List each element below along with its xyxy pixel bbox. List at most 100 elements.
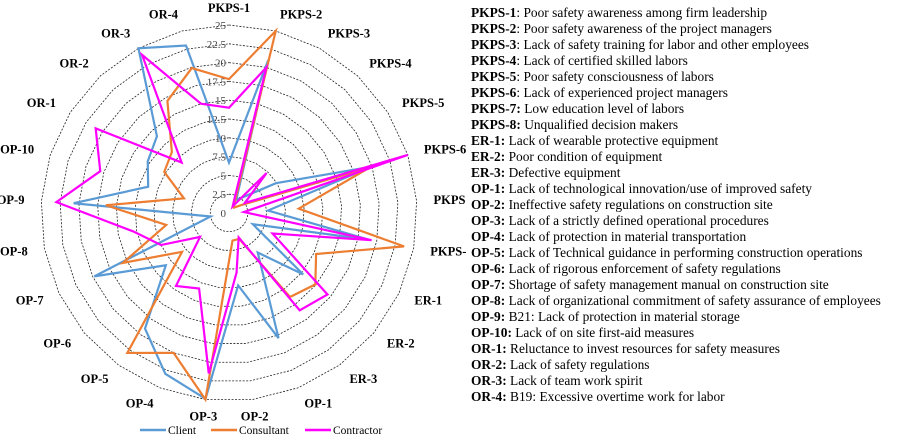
axis-label: PKPS-2 (280, 8, 322, 22)
definition-text: : Poor safety consciousness of labors (516, 68, 714, 84)
axis-label: PKPS-7 (434, 193, 470, 207)
series-client (73, 44, 373, 401)
definition-code: OP-8: (471, 292, 506, 308)
grid-ring (40, 24, 418, 400)
axis-label: ER-3 (349, 372, 377, 386)
axis-label: PKPS-3 (328, 26, 370, 40)
definition-item: PKPS-1: Poor safety awareness among firm… (466, 5, 902, 21)
grid-ring (97, 80, 361, 344)
definition-text: Lack of rigorous enforcement of safety r… (505, 260, 781, 276)
definition-item: OP-2: Ineffective safety regulations on … (466, 197, 902, 213)
definition-text: : Lack of experienced project managers (516, 84, 728, 100)
axis-label: ER-2 (387, 337, 415, 351)
definition-code: PKPS-6 (471, 84, 517, 100)
axis-label: PKPS-8 (430, 244, 470, 258)
axis-label: OP-10 (0, 143, 34, 157)
axis-label: OP-6 (43, 337, 71, 351)
tick-label: 20 (215, 58, 227, 70)
grid-ring (191, 174, 267, 251)
definition-text: : Poor safety awareness among firm leade… (516, 5, 768, 20)
definition-text: Lack of on site first-aid measures (511, 324, 695, 340)
definition-code: OR-2: (471, 356, 507, 372)
axis-label: OP-2 (241, 409, 269, 423)
definition-code: OP-1: (471, 180, 506, 196)
definition-item: OP-6: Lack of rigorous enforcement of sa… (466, 261, 902, 277)
axis-label: PKPS-5 (402, 96, 444, 110)
definition-code: OP-6: (471, 260, 506, 276)
definition-text: Lack of protection in material transport… (505, 228, 747, 244)
tick-label: 17.5 (207, 76, 227, 88)
definition-item: OP-4: Lack of protection in material tra… (466, 229, 902, 245)
definition-text: Reluctance to invest resources for safet… (506, 340, 780, 356)
tick-label: 12.5 (207, 114, 227, 126)
definition-text: Lack of a strictly defined operational p… (505, 212, 769, 228)
definition-item: PKPS-6: Lack of experienced project mana… (466, 85, 902, 101)
definition-code: PKPS-4 (471, 52, 517, 68)
definition-item: PKPS-7: Low education level of labors (466, 101, 902, 117)
grid-ring (59, 43, 399, 382)
tick-label: 15 (215, 95, 227, 107)
definition-code: OR-4: (471, 388, 507, 404)
axis-label: ER-1 (414, 293, 442, 307)
definition-item: ER-1: Lack of wearable protective equipm… (466, 133, 902, 149)
tick-label: 0 (221, 208, 227, 220)
definition-item: OP-3: Lack of a strictly defined operati… (466, 213, 902, 229)
definition-code: PKPS-3 (471, 36, 517, 52)
tick-label: 2.5 (212, 189, 226, 201)
definition-code: OR-3: (471, 372, 507, 388)
definition-code: OP-7: (471, 276, 506, 292)
definition-text: : Lack of safety training for labor and … (516, 36, 810, 52)
definition-text: Ineffective safety regulations on constr… (505, 196, 773, 212)
axis-label: PKPS-4 (369, 57, 412, 71)
definition-item: PKPS-3: Lack of safety training for labo… (466, 37, 902, 53)
definition-code: ER-1: (471, 132, 506, 148)
definition-text: Poor condition of equipment (505, 148, 663, 164)
definition-text: Lack of team work spirit (506, 372, 643, 388)
tick-label: 25 (215, 20, 227, 32)
definition-code: PKPS-2 (471, 20, 517, 36)
definition-text: Defective equipment (505, 164, 621, 180)
definition-text: Lack of organizational commitment of saf… (505, 292, 881, 308)
definition-text: Shortage of safety management manual on … (505, 276, 829, 292)
definition-text: Lack of Technical guidance in performing… (505, 244, 863, 260)
definition-text: Lack of technological innovation/use of … (505, 180, 812, 196)
definition-code: PKPS-1 (471, 5, 517, 20)
definition-item: PKPS-2: Poor safety awareness of the pro… (466, 21, 902, 37)
definition-text: B19: Excessive overtime work for labor (506, 388, 725, 404)
definition-code: ER-3: (471, 164, 506, 180)
definition-text: B21: Lack of protection in material stor… (505, 308, 740, 324)
axis-label: PKPS-1 (208, 1, 250, 15)
axis-label: OP-8 (0, 244, 28, 258)
definition-item: OP-1: Lack of technological innovation/u… (466, 181, 902, 197)
axis-label: OR-2 (60, 57, 89, 71)
definition-text: Low education level of labors (520, 100, 685, 116)
definition-item: OR-1: Reluctance to invest resources for… (466, 341, 902, 357)
definition-item: PKPS-5: Poor safety consciousness of lab… (466, 69, 902, 85)
axis-label: OP-7 (16, 293, 44, 307)
definition-code: PKPS-7: (471, 100, 521, 116)
definition-code: OR-1: (471, 340, 507, 356)
definition-code: PKPS-8: (471, 116, 521, 132)
definition-code: OP-3: (471, 212, 506, 228)
definition-item: ER-3: Defective equipment (466, 165, 902, 181)
axis-label: OP-1 (304, 397, 332, 411)
grid-ring (209, 193, 249, 233)
definition-code: PKPS-5 (471, 68, 517, 84)
axis-label: OP-3 (189, 409, 217, 423)
definition-code: OP-5: (471, 244, 506, 260)
definition-item: OP-8: Lack of organizational commitment … (466, 293, 902, 309)
definition-item: OP-5: Lack of Technical guidance in perf… (466, 245, 902, 261)
axis-label: OR-3 (101, 26, 130, 40)
axis-label: PKPS-6 (424, 143, 466, 157)
definition-item: PKPS-8: Unqualified decision makers (466, 117, 902, 133)
definition-code: OP-9: (471, 308, 506, 324)
definition-code: ER-2: (471, 148, 506, 164)
grid-ring (78, 62, 380, 363)
definition-text: : Poor safety awareness of the project m… (516, 20, 772, 36)
grid-ring (172, 156, 286, 270)
tick-label: 22.5 (207, 39, 227, 51)
definition-item: OR-3: Lack of team work spirit (466, 373, 902, 389)
axis-label: OR-4 (149, 8, 179, 22)
axis-label: OP-9 (0, 193, 24, 207)
